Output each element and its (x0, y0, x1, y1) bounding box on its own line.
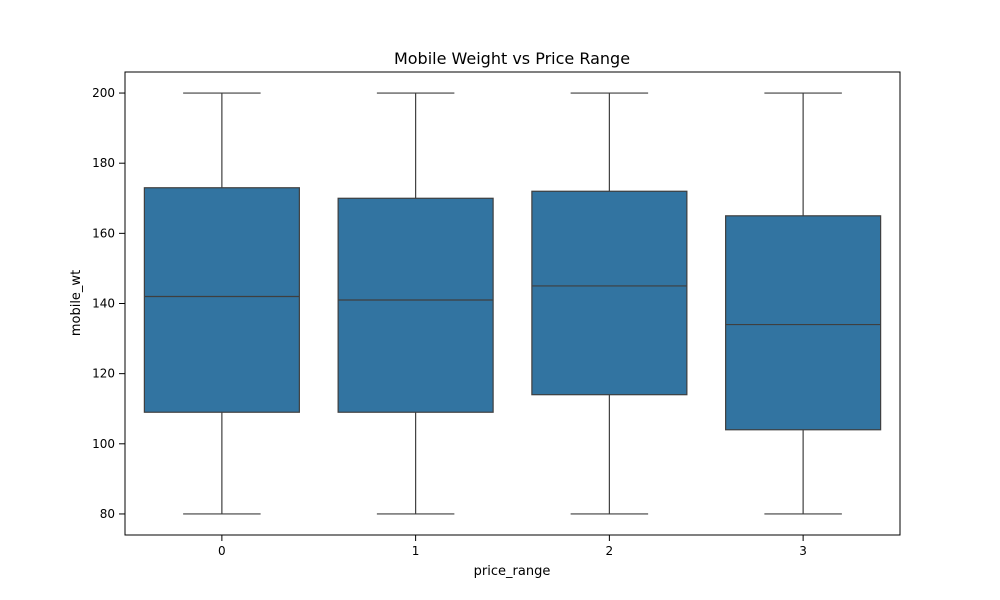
plot-area: 80 100 120 140 160 180 200 0 1 2 3 (92, 86, 882, 558)
x-axis-label: price_range (474, 564, 551, 579)
box-iqr (337, 197, 494, 413)
y-tick-label: 160 (92, 226, 115, 240)
box-group-0 (143, 92, 300, 515)
box-iqr (531, 190, 688, 396)
y-tick-label: 200 (92, 86, 115, 100)
chart-title: Mobile Weight vs Price Range (394, 49, 630, 68)
box-group-3 (725, 92, 882, 515)
y-tick-label: 80 (100, 507, 115, 521)
y-tick-label: 120 (92, 367, 115, 381)
box-group-1 (337, 92, 494, 515)
x-tick-label: 3 (799, 544, 807, 558)
box-iqr (725, 215, 882, 431)
y-axis-label: mobile_wt (69, 270, 84, 336)
y-tick-label: 180 (92, 156, 115, 170)
x-tick-label: 0 (218, 544, 226, 558)
y-tick-label: 100 (92, 437, 115, 451)
box-group-2 (531, 92, 688, 515)
x-tick-label: 2 (606, 544, 614, 558)
box-iqr (143, 187, 300, 413)
x-tick-label: 1 (412, 544, 420, 558)
plot-frame (124, 71, 901, 536)
y-tick-label: 140 (92, 297, 115, 311)
